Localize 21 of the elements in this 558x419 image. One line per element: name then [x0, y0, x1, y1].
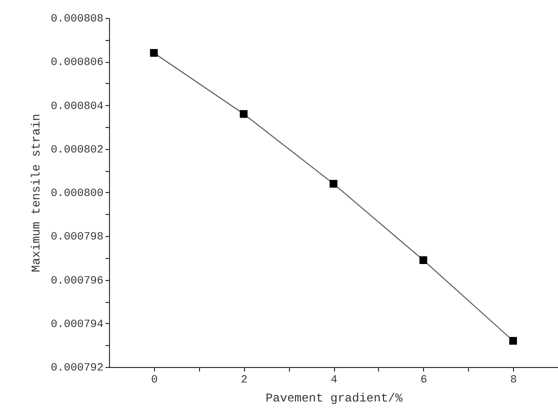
x-tick-label: 0	[151, 374, 158, 386]
y-tick-label: 0.000806	[50, 57, 104, 70]
y-tick-label: 0.000800	[50, 188, 104, 200]
point	[509, 336, 517, 345]
point	[330, 180, 338, 188]
y-tick-label: 0.000804	[50, 100, 104, 113]
y-tick-label: 0.000802	[50, 144, 104, 156]
point	[240, 110, 248, 118]
x-tick-label: 6	[420, 374, 428, 386]
y-tick-label: 0.000798	[50, 232, 104, 244]
y-tick-label: 0.000794	[50, 318, 104, 331]
y-tick-label: 0.000796	[50, 275, 104, 288]
x-axis-title: Pavement gradient/%	[266, 392, 404, 406]
x-tick-label: 8	[510, 374, 517, 386]
point	[419, 256, 428, 264]
point	[150, 49, 158, 57]
y-axis-title: Maximum tensile strain	[30, 114, 44, 272]
y-tick-label: 0.000808	[50, 14, 104, 26]
x-tick-label: 2	[240, 374, 248, 386]
x-tick-label: 4	[330, 374, 338, 386]
y-tick-label: 0.000792	[50, 362, 104, 374]
